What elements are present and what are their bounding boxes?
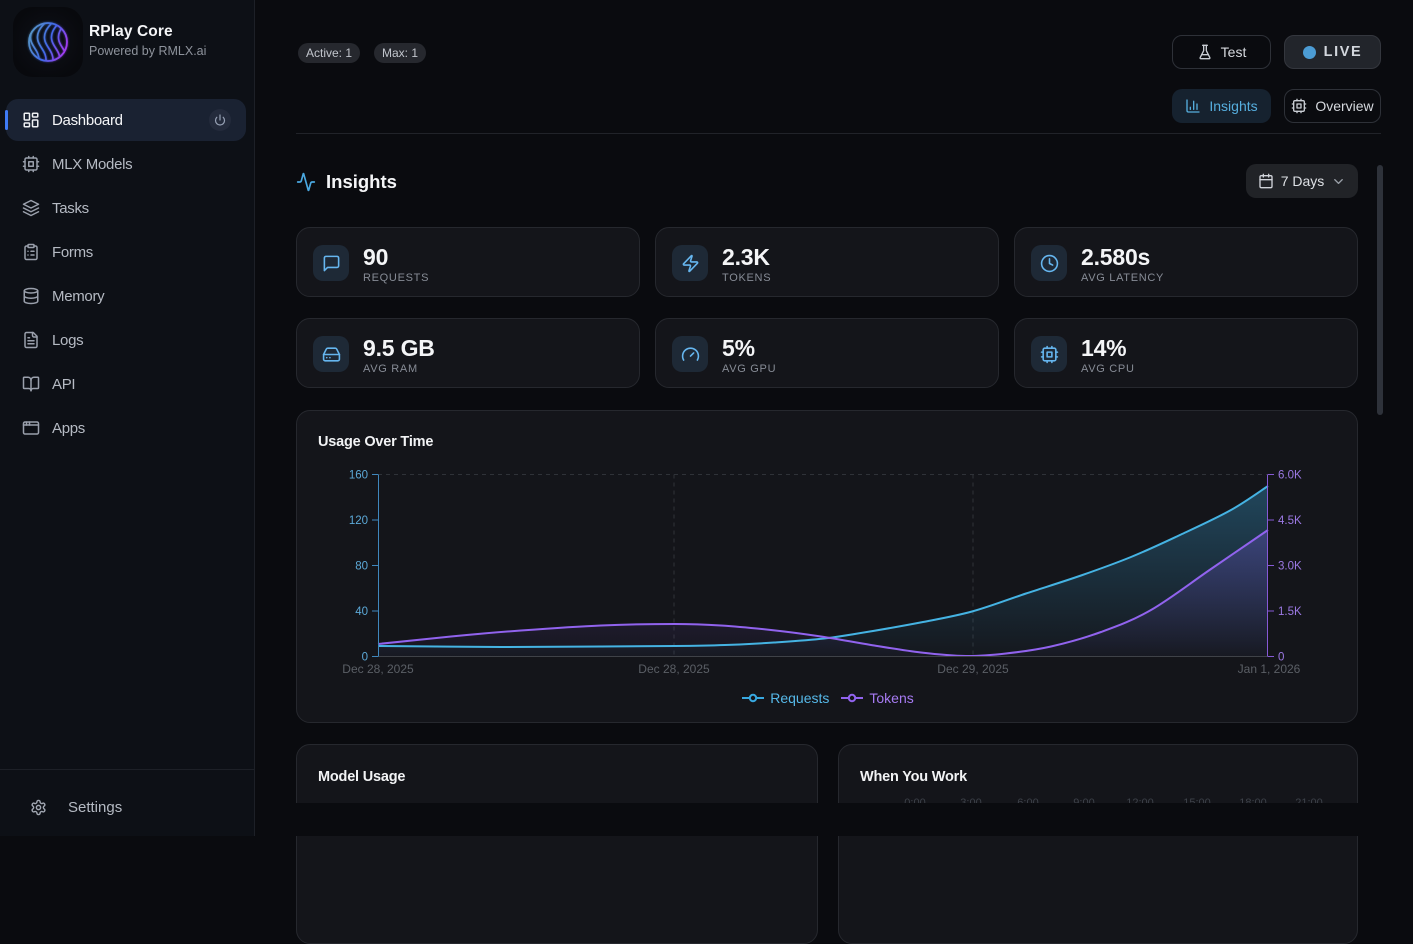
svg-text:40: 40	[355, 606, 368, 618]
svg-text:4.5K: 4.5K	[1278, 515, 1302, 527]
svg-text:Dec 28, 2025: Dec 28, 2025	[638, 662, 710, 676]
svg-text:1.5K: 1.5K	[1278, 606, 1302, 618]
svg-text:120: 120	[349, 515, 368, 527]
svg-text:160: 160	[349, 470, 368, 482]
svg-text:0: 0	[1278, 652, 1284, 664]
svg-text:Dec 28, 2025: Dec 28, 2025	[342, 662, 414, 676]
svg-text:80: 80	[355, 561, 368, 573]
svg-text:3.0K: 3.0K	[1278, 561, 1302, 573]
svg-text:6.0K: 6.0K	[1278, 470, 1302, 482]
svg-text:Dec 29, 2025: Dec 29, 2025	[937, 662, 1009, 676]
svg-text:0: 0	[362, 652, 368, 664]
svg-text:Jan 1, 2026: Jan 1, 2026	[1238, 662, 1301, 676]
